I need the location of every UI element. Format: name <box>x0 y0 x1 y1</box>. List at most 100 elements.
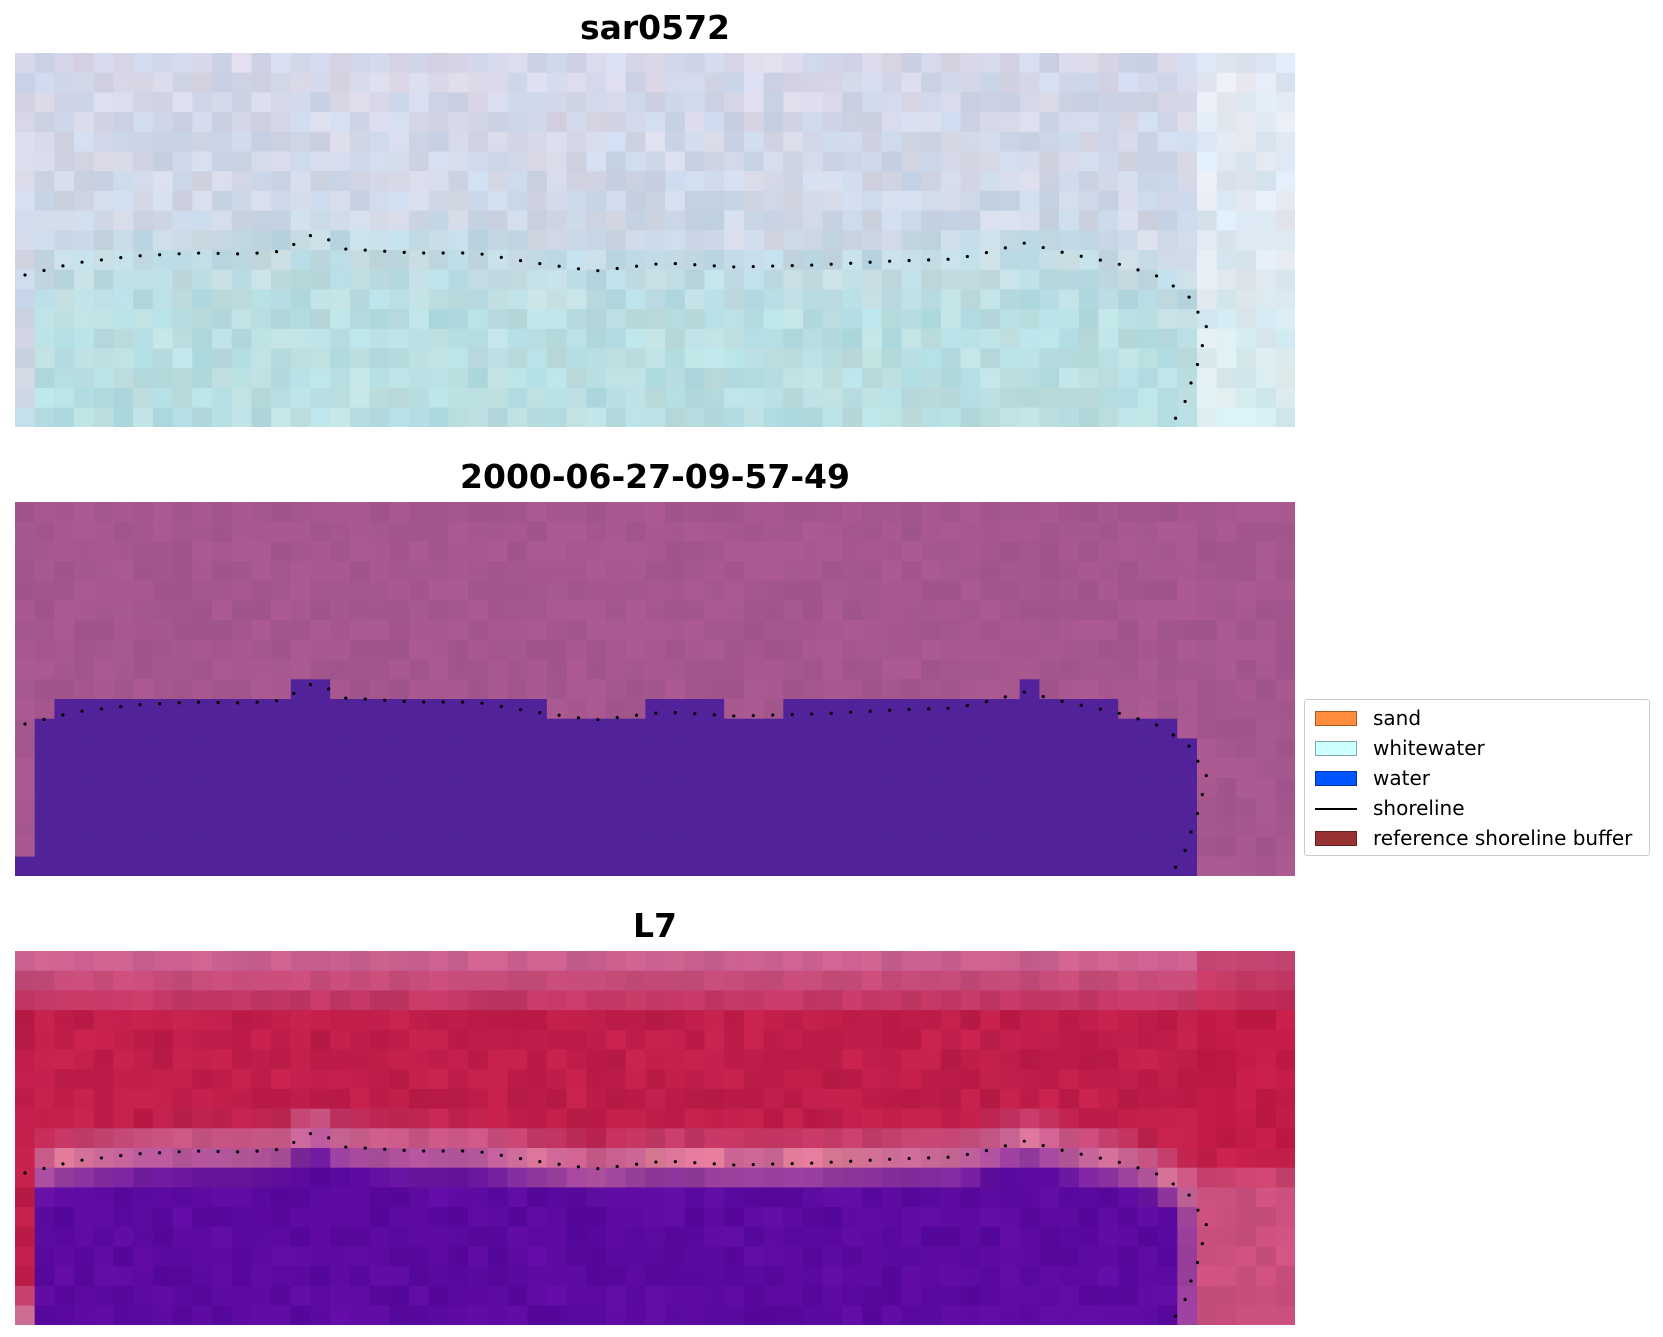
pixel-cell <box>586 620 607 641</box>
pixel-cell <box>684 659 706 680</box>
pixel-cell <box>960 951 981 972</box>
pixel-cell <box>212 151 233 172</box>
pixel-cell <box>310 131 331 153</box>
pixel-cell <box>980 1285 1001 1307</box>
pixel-cell <box>1137 502 1159 523</box>
pixel-cell <box>684 1285 706 1307</box>
pixel-cell <box>645 1069 666 1090</box>
pixel-cell <box>1059 1010 1080 1031</box>
pixel-cell <box>74 1266 95 1287</box>
pixel-cell <box>251 269 272 290</box>
shoreline-dot <box>235 701 240 705</box>
pixel-cell <box>842 210 863 231</box>
pixel-cell <box>1275 92 1295 113</box>
pixel-cell <box>606 738 627 759</box>
pixel-cell <box>862 112 883 133</box>
pixel-cell <box>1197 817 1218 838</box>
pixel-cell <box>1275 1069 1295 1090</box>
pixel-cell <box>763 289 784 310</box>
pixel-cell <box>1039 328 1060 350</box>
pixel-cell <box>15 250 36 271</box>
pixel-cell <box>881 620 903 641</box>
pixel-cell <box>862 230 883 251</box>
pixel-cell <box>369 620 390 641</box>
pixel-cell <box>743 502 765 523</box>
pixel-cell <box>842 1128 863 1149</box>
pixel-cell <box>1256 639 1277 661</box>
pixel-cell <box>842 112 863 133</box>
pixel-cell <box>586 951 607 972</box>
pixel-cell <box>409 502 430 523</box>
pixel-cell <box>93 836 115 858</box>
pixel-cell <box>862 1069 883 1090</box>
pixel-cell <box>1039 190 1060 212</box>
pixel-cell <box>34 250 55 271</box>
shoreline-dot <box>216 251 220 256</box>
pixel-cell <box>1078 951 1100 972</box>
pixel-cell <box>93 620 115 641</box>
pixel-cell <box>901 1266 922 1287</box>
pixel-cell <box>684 1069 706 1090</box>
pixel-cell <box>980 1088 1001 1110</box>
pixel-cell <box>1157 289 1178 310</box>
pixel-cell <box>369 659 390 680</box>
pixel-cell <box>369 856 390 876</box>
pixel-cell <box>487 1226 509 1248</box>
pixel-cell <box>783 951 804 972</box>
pixel-cell <box>231 1088 252 1110</box>
pixel-cell <box>487 620 509 641</box>
pixel-cell <box>881 639 903 661</box>
pixel-cell <box>566 1029 587 1051</box>
pixel-cell <box>1216 1305 1237 1325</box>
pixel-cell <box>901 309 922 330</box>
pixel-cell <box>921 92 942 113</box>
pixel-cell <box>724 951 745 972</box>
pixel-cell <box>901 699 922 720</box>
pixel-cell <box>133 171 154 192</box>
pixel-cell <box>133 72 154 93</box>
pixel-cell <box>271 151 292 172</box>
pixel-cell <box>743 990 765 1011</box>
pixel-cell <box>704 151 725 172</box>
pixel-cell <box>1118 131 1139 153</box>
pixel-cell <box>409 1246 430 1267</box>
pixel-cell <box>783 580 804 602</box>
pixel-cell <box>625 1187 646 1208</box>
shoreline-dot <box>557 264 561 268</box>
pixel-cell <box>448 639 469 661</box>
pixel-cell <box>1000 561 1021 582</box>
pixel-cell <box>54 210 75 231</box>
pixel-cell <box>822 777 843 799</box>
pixel-cell <box>862 600 883 621</box>
pixel-cell <box>468 151 489 172</box>
pixel-cell <box>290 151 312 172</box>
pixel-cell <box>1059 1069 1080 1090</box>
pixel-cell <box>1137 777 1159 799</box>
pixel-cell <box>389 541 410 562</box>
pixel-cell <box>665 289 686 310</box>
pixel-cell <box>152 561 174 582</box>
shoreline-dot <box>1200 793 1204 797</box>
pixel-cell <box>625 131 646 153</box>
pixel-cell <box>1216 1029 1237 1051</box>
pixel-cell <box>1118 151 1139 172</box>
pixel-cell <box>192 1167 213 1188</box>
pixel-cell <box>349 541 371 562</box>
pixel-cell <box>212 387 233 409</box>
pixel-cell <box>1216 112 1237 133</box>
pixel-cell <box>783 210 804 231</box>
pixel-cell <box>231 53 252 74</box>
pixel-cell <box>1137 1128 1159 1149</box>
pixel-cell <box>133 679 154 700</box>
pixel-cell <box>1197 856 1218 876</box>
pixel-cell <box>192 1187 213 1208</box>
pixel-cell <box>1098 1088 1119 1110</box>
pixel-cell <box>803 699 824 720</box>
pixel-cell <box>527 210 548 231</box>
pixel-cell <box>901 92 922 113</box>
pixel-cell <box>15 561 36 582</box>
pixel-cell <box>684 970 706 991</box>
pixel-cell <box>665 269 686 290</box>
pixel-cell <box>231 348 252 369</box>
pixel-cell <box>1197 250 1218 271</box>
